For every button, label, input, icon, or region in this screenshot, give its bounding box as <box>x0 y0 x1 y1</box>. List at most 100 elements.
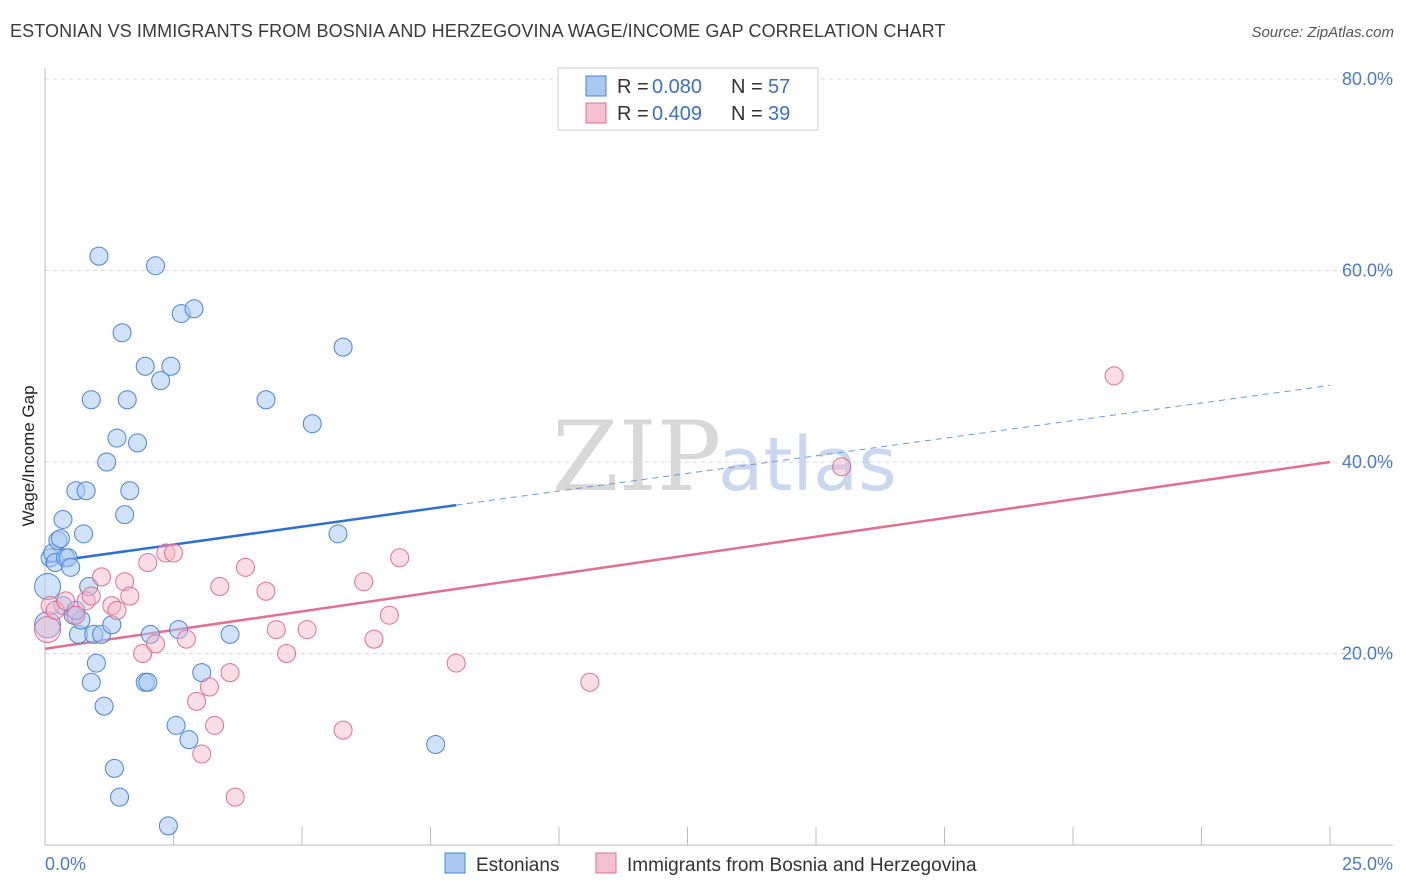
bosnia-point <box>146 634 166 654</box>
estonians-point <box>102 615 122 635</box>
legend: R = 0.080 N = 57 R = 0.409 N = 39 <box>557 67 819 131</box>
estonians-point <box>146 256 166 276</box>
estonians-point <box>89 246 109 266</box>
bosnia-point <box>187 691 207 711</box>
bosnia-point <box>354 572 374 592</box>
source-label: Source: ZipAtlas.com <box>1251 24 1394 41</box>
bosnia-point <box>205 715 225 735</box>
y-tick-label-60: 60.0% <box>1342 261 1393 281</box>
bosnia-points <box>34 366 1124 807</box>
estonians-point <box>166 715 186 735</box>
bosnia-point <box>277 644 297 663</box>
legend-r-label-1: R = <box>617 76 649 98</box>
bosnia-point <box>34 616 62 644</box>
bosnia-point <box>199 677 219 697</box>
estonians-point <box>426 734 446 754</box>
bosnia-point <box>266 620 286 640</box>
estonians-point <box>256 390 276 410</box>
bosnia-point <box>138 553 158 573</box>
estonians-point <box>66 600 86 620</box>
bosnia-point <box>210 576 230 596</box>
y-tick-label-80: 80.0% <box>1342 69 1393 89</box>
legend-n-value-2: 39 <box>768 103 790 125</box>
estonians-point <box>169 620 189 640</box>
estonians-point <box>151 371 171 391</box>
estonians-point <box>333 337 353 357</box>
legend-r-value-2: 0.409 <box>652 103 702 125</box>
estonians-point <box>76 481 96 501</box>
bosnia-point <box>390 548 410 568</box>
legend-r-value-1: 0.080 <box>652 76 702 98</box>
trend-line-bosnia <box>44 460 1331 650</box>
watermark-zip: ZIP <box>552 401 721 513</box>
x-tick-label-max: 25.0% <box>1342 854 1393 874</box>
legend-swatch-bosnia <box>585 102 607 124</box>
bosnia-point <box>297 620 317 640</box>
x-tick-label-min: 0.0% <box>45 854 86 874</box>
estonians-point <box>97 452 117 472</box>
trend-lines <box>44 384 1331 650</box>
bosnia-point <box>446 653 466 673</box>
bosnia-point <box>235 557 255 577</box>
bosnia-point <box>66 605 86 625</box>
bosnia-point <box>256 581 276 601</box>
bosnia-point <box>333 720 353 740</box>
bosnia-point <box>192 744 212 764</box>
estonians-point <box>81 390 101 410</box>
axes <box>44 68 1393 846</box>
bosnia-point <box>379 605 399 625</box>
bosnia-point <box>56 591 76 611</box>
estonians-point <box>117 390 137 410</box>
estonians-point <box>104 758 124 778</box>
bosnia-point <box>1104 366 1124 386</box>
estonians-point <box>135 356 155 376</box>
estonians-points <box>34 246 446 836</box>
legend-n-label-1: N = <box>731 76 763 98</box>
legend-n-label-2: N = <box>731 103 763 125</box>
estonians-point <box>184 299 204 319</box>
bosnia-point <box>45 600 65 620</box>
estonians-point <box>34 572 62 600</box>
estonians-point <box>140 624 160 644</box>
estonians-point <box>138 672 158 692</box>
estonians-point <box>61 557 81 577</box>
estonians-point <box>328 524 348 544</box>
bottom-legend-swatch-bosnia <box>595 852 617 874</box>
estonians-point <box>179 730 199 750</box>
y-tick-labels: 20.0% 40.0% 60.0% 80.0% <box>1342 69 1393 664</box>
estonians-point <box>161 356 181 376</box>
estonians-point <box>86 653 106 673</box>
y-tick-label-40: 40.0% <box>1342 452 1393 472</box>
bosnia-point <box>156 543 176 563</box>
estonians-point <box>50 529 70 549</box>
estonians-point <box>220 624 240 644</box>
chart-title: ESTONIAN VS IMMIGRANTS FROM BOSNIA AND H… <box>10 21 946 41</box>
bosnia-point <box>832 457 852 477</box>
bottom-legend: Estonians Immigrants from Bosnia and Her… <box>444 852 977 876</box>
estonians-point <box>112 323 132 343</box>
y-tick-label-20: 20.0% <box>1342 644 1393 664</box>
bosnia-point <box>225 787 245 807</box>
legend-r-label-2: R = <box>617 103 649 125</box>
bosnia-point <box>133 644 153 663</box>
estonians-point <box>110 787 130 807</box>
bosnia-point <box>364 629 384 649</box>
bosnia-point <box>107 600 127 620</box>
bosnia-point <box>115 572 135 592</box>
bottom-legend-swatch-estonians <box>444 852 466 874</box>
estonians-point <box>53 509 73 529</box>
bottom-legend-bosnia: Immigrants from Bosnia and Herzegovina <box>627 855 977 876</box>
bottom-legend-estonians: Estonians <box>476 855 559 876</box>
trend-line-estonians-dashed <box>456 384 1331 506</box>
y-axis-label: Wage/Income Gap <box>19 385 38 526</box>
legend-n-value-1: 57 <box>768 76 790 98</box>
legend-swatch-estonians <box>585 75 607 97</box>
bosnia-point <box>176 629 196 649</box>
bosnia-point <box>120 586 140 606</box>
estonians-point <box>94 696 114 716</box>
bosnia-point <box>580 672 600 692</box>
estonians-point <box>74 524 94 544</box>
estonians-point <box>120 481 140 501</box>
estonians-point <box>81 672 101 692</box>
